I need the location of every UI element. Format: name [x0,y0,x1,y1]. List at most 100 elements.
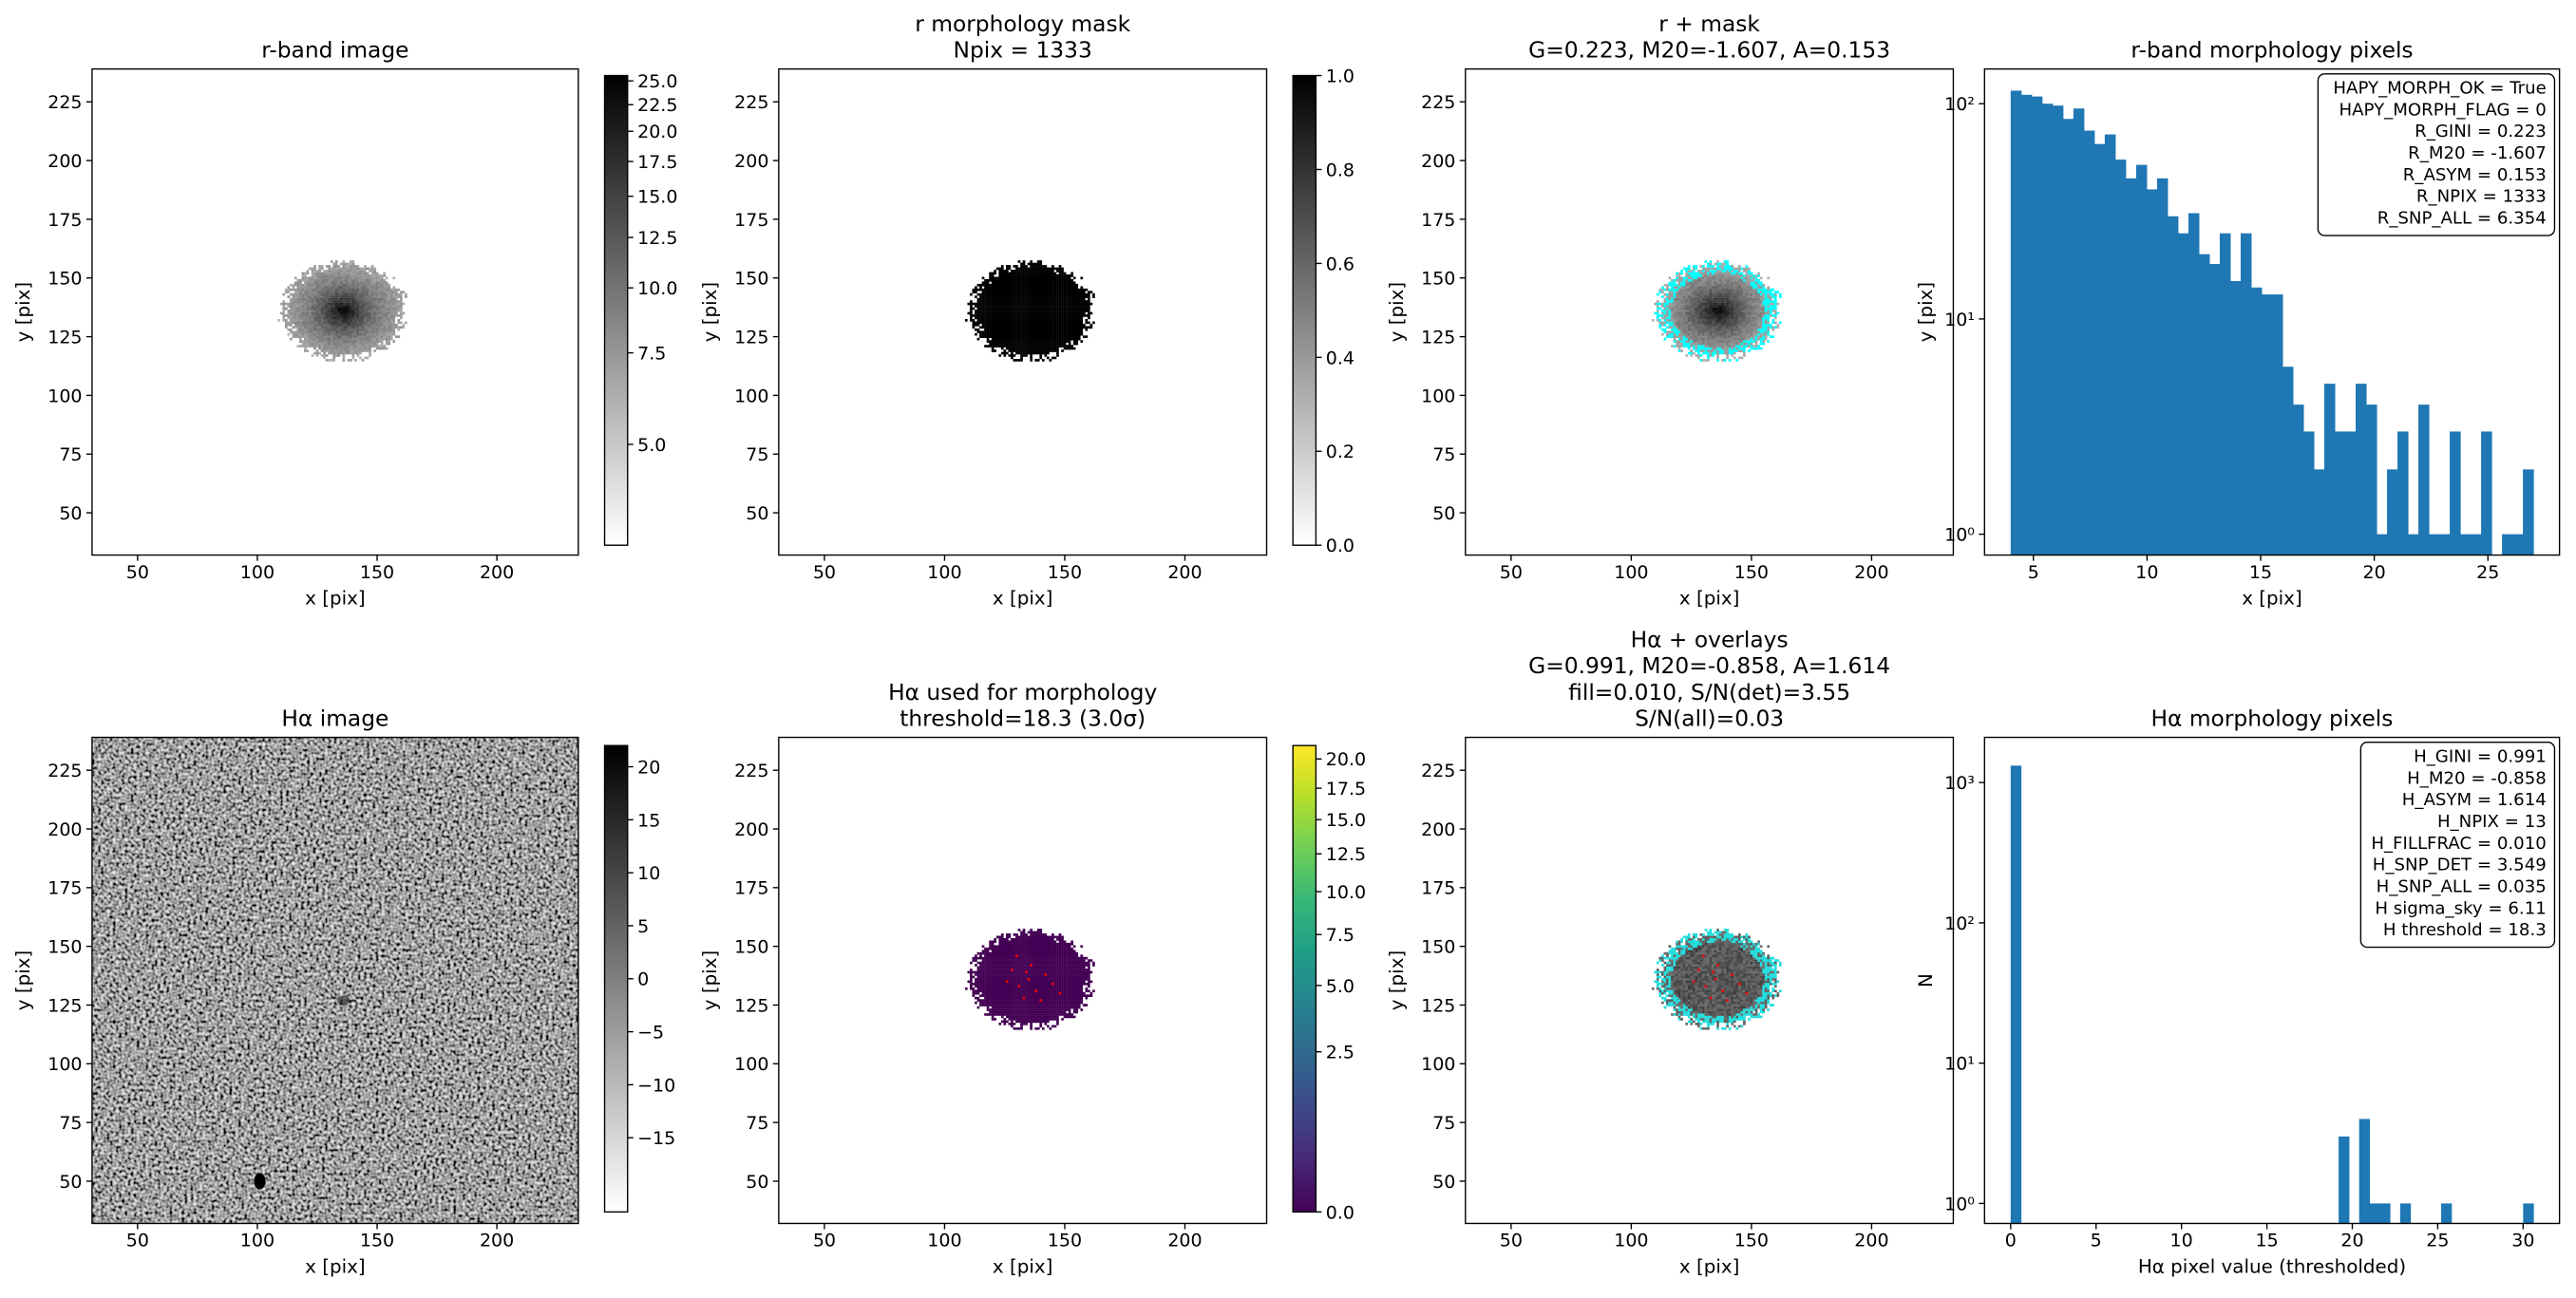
pixel [1733,330,1736,334]
pixel [1008,316,1012,320]
pixel [1764,314,1768,317]
pixel [998,340,1002,343]
pixel [1735,319,1739,322]
pixel [299,281,302,285]
pixel [1754,283,1758,287]
pixel [369,342,371,346]
pixel [1699,316,1703,320]
pixel [1008,274,1012,277]
pixel [994,326,997,329]
pixel [1704,345,1708,348]
pixel [309,319,312,322]
pixel [1740,288,1744,292]
pixel [1000,281,1004,285]
pixel [399,307,403,310]
pixel [342,340,346,343]
pixel [385,300,388,303]
histogram-bar [2083,130,2095,555]
pixel [1752,332,1755,336]
pixel [1020,342,1023,346]
pixel [1061,286,1064,290]
pixel [311,278,314,282]
pixel [976,297,980,301]
pixel [1721,323,1724,327]
pixel [1745,305,1749,308]
pixel [991,278,994,282]
pixel [1020,332,1023,336]
pixel [1000,286,1004,290]
pixel [366,316,369,320]
pixel [1053,274,1057,277]
pixel [998,283,1002,287]
pixel [306,291,310,293]
pixel [1032,292,1035,296]
pixel [998,278,1002,282]
pixel [1015,316,1018,320]
pixel [1687,328,1691,331]
pixel [1714,291,1717,293]
pixel [1737,319,1741,322]
pixel [364,267,367,271]
pixel [356,332,360,336]
y-tick-label: 150 [734,269,768,290]
pixel [1066,345,1069,348]
pixel [299,328,302,331]
pixel [1000,332,1004,336]
pixel [1053,281,1057,285]
pixel [364,281,367,285]
pixel [1673,316,1676,320]
pixel [304,274,307,277]
pixel [364,337,367,341]
pixel [1707,354,1710,357]
pixel [1053,323,1057,327]
y-tick-label: 175 [734,210,768,231]
axes-frame [91,67,579,556]
pixel [373,314,376,317]
pixel [1025,321,1028,325]
pixel [1011,347,1013,350]
pixel [328,292,331,296]
pixel [289,319,293,322]
pixel [1748,337,1751,341]
pixel [1731,274,1734,277]
pixel [1704,351,1708,355]
pixel [1022,281,1026,285]
pixel [1003,330,1007,334]
pixel [1053,278,1057,282]
pixel [1030,262,1032,266]
pixel [1041,351,1045,355]
pixel [1707,345,1710,348]
pixel [1053,335,1057,338]
pixel [1056,328,1059,331]
pixel [1702,267,1705,271]
pixel [1049,274,1052,277]
pixel [373,278,376,282]
pixel [304,349,307,352]
pixel [1051,316,1054,320]
pixel [1692,270,1695,273]
pixel [1020,305,1023,308]
colorbar-tick-label: 0.4 [1326,348,1354,368]
pixel [1762,300,1765,303]
pixel [1716,276,1719,280]
pixel [375,278,379,282]
pixel [328,270,331,273]
pixel [1032,300,1035,303]
pixel [1728,272,1732,275]
pixel [1056,335,1059,338]
pixel [1695,345,1698,348]
pixel [1716,316,1719,320]
pixel [1668,332,1672,336]
pixel [350,300,352,303]
pixel [1750,337,1753,341]
pixel [1728,323,1732,327]
pixel [378,288,381,292]
pixel [1671,302,1674,306]
pixel [1673,321,1676,325]
pixel [1017,300,1021,303]
pixel [1673,345,1676,348]
pixel [388,342,391,346]
pixel [383,347,387,350]
pixel [1716,270,1719,273]
pixel [1041,347,1045,350]
